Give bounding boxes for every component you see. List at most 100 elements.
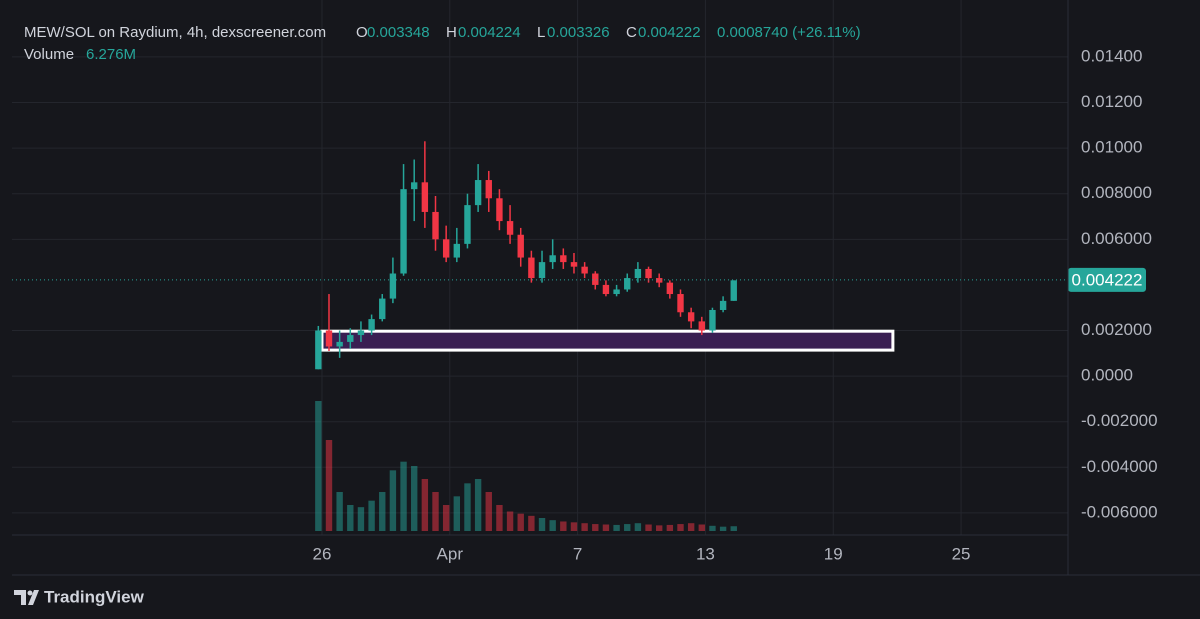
x-tick-label: 19 [824, 544, 843, 563]
candle-body [453, 243, 461, 258]
candle-body [602, 284, 610, 295]
x-tick-label: 25 [952, 544, 971, 563]
candle-body [581, 266, 588, 274]
candle-body [347, 335, 354, 342]
volume-bar [655, 525, 663, 531]
volume-bar [400, 461, 407, 531]
candle-body [357, 330, 365, 336]
volume-label: Volume [24, 46, 74, 63]
candle-body [538, 262, 546, 279]
y-tick-label: -0.004000 [1081, 457, 1158, 476]
zone-box [320, 329, 895, 352]
last-price-label: 0.004222 [1072, 270, 1143, 289]
candle-body [368, 319, 375, 331]
y-tick-label: 0.006000 [1081, 229, 1152, 248]
volume-bar [517, 513, 524, 531]
candle-body [464, 205, 471, 244]
volume-bar [357, 507, 365, 531]
y-tick-label: 0.002000 [1081, 320, 1152, 339]
volume-bar [538, 518, 546, 531]
candle-body [645, 268, 652, 279]
volume-bar [592, 524, 599, 531]
x-tick-label: Apr [437, 544, 464, 563]
candle-body [432, 211, 439, 240]
ohlc-value: 0.004224 [458, 24, 521, 41]
y-tick-label: 0.0000 [1081, 366, 1133, 385]
volume-bar [645, 524, 652, 531]
volume-bar [719, 526, 727, 531]
candle-body [379, 298, 386, 320]
volume-bar [474, 479, 482, 531]
candle-body [698, 321, 705, 331]
volume-bar [464, 483, 471, 531]
candle-body [709, 309, 716, 331]
candle-body [677, 294, 684, 313]
candle-body [517, 234, 524, 258]
volume-bar [336, 492, 343, 531]
ohlc-label: H [446, 24, 457, 41]
candle-body [549, 255, 556, 263]
volume-bar [634, 523, 642, 531]
volume-bar [411, 466, 418, 531]
candle-body [592, 273, 599, 285]
volume-bar [666, 524, 674, 531]
ohlc-label: L [537, 24, 545, 41]
x-tick-label: 26 [313, 544, 332, 563]
candle-body [570, 262, 578, 267]
volume-bar [506, 511, 514, 531]
volume-bar [560, 521, 567, 531]
volume-bar [624, 524, 631, 531]
candles [315, 141, 737, 370]
candle-body [421, 182, 429, 212]
volume-bar [325, 440, 333, 531]
volume-bar [442, 505, 450, 531]
ohlc-label: O [356, 24, 368, 41]
candle-body [485, 180, 492, 199]
candle-body [411, 182, 418, 190]
volume-bar [432, 492, 439, 531]
volume-bar [613, 524, 620, 531]
candle-body [506, 221, 514, 235]
logo-dot [27, 590, 33, 596]
candle-body [400, 189, 407, 274]
brand: TradingView [44, 587, 145, 606]
volume-bar [453, 496, 461, 531]
volume-bar [730, 526, 737, 531]
candle-body [315, 330, 322, 370]
ohlc-value: 0.004222 [638, 24, 701, 41]
axes: 0.01400 0.01200 0.01000 0.008000 0.006000 0.0… [12, 46, 1158, 563]
brand-logo [14, 590, 39, 605]
ohlc-value: 0.003326 [547, 24, 610, 41]
volume-bar [389, 470, 397, 531]
candle-body [389, 273, 397, 299]
candle-body [560, 255, 567, 263]
logo [14, 590, 39, 605]
volume-value: 6.276M [86, 46, 136, 63]
volume-bar [485, 492, 492, 531]
candle-body [730, 280, 737, 301]
volume-bar [602, 524, 610, 531]
candle-body [442, 239, 450, 258]
x-tick-label: 7 [573, 544, 582, 563]
candle-body [336, 341, 343, 347]
last-price-box [1068, 267, 1146, 292]
volume-bar [379, 492, 386, 531]
ohlc-value: 0.003348 [367, 24, 430, 41]
volume-bar [709, 525, 716, 531]
ohlc-label: C [626, 24, 637, 41]
candle-body [655, 278, 663, 283]
candle-body [528, 257, 535, 279]
volume-bar [581, 523, 588, 531]
volume-bar [347, 505, 354, 531]
y-tick-label: 0.01200 [1081, 92, 1142, 111]
candle-body [496, 198, 503, 222]
y-tick-label: -0.002000 [1081, 411, 1158, 430]
x-tick-label: 13 [696, 544, 715, 563]
y-tick-label: 0.008000 [1081, 183, 1152, 202]
candle-body [719, 300, 727, 310]
volume-bar [315, 401, 322, 531]
volume-bar [698, 524, 705, 531]
volume-bar [687, 523, 695, 531]
